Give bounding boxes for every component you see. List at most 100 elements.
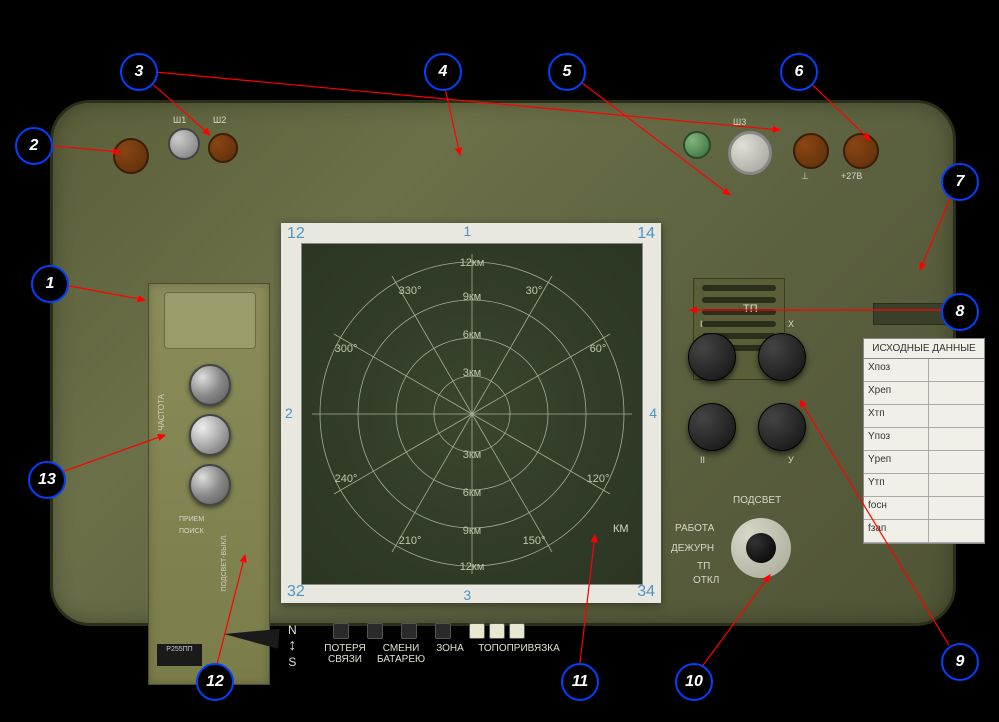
km-label: КМ — [613, 523, 629, 535]
callout-11: 11 — [561, 663, 599, 701]
svg-text:150°: 150° — [523, 535, 546, 547]
27v-label: +27В — [841, 171, 862, 181]
terminal-perp[interactable] — [793, 133, 829, 169]
svg-text:210°: 210° — [399, 535, 422, 547]
svg-text:60°: 60° — [590, 343, 607, 355]
connector-sh2[interactable] — [208, 133, 238, 163]
data-row: Xреп — [864, 382, 984, 405]
svg-text:12км: 12км — [460, 561, 485, 573]
compass-s: S — [288, 655, 297, 669]
data-row-value[interactable] — [929, 428, 985, 450]
data-row-label: fосн — [864, 497, 929, 519]
callout-2: 2 — [15, 127, 53, 165]
freq-knob-mid[interactable] — [189, 414, 231, 456]
indicator-labels: ПОТЕРЯ СВЯЗИ СМЕНИ БАТАРЕЮ ЗОНА ТОПОПРИВ… — [323, 643, 563, 665]
corner-12: 12 — [287, 225, 305, 243]
data-table: ИСХОДНЫЕ ДАННЫЕ XпозXрепXтпYпозYрепYтпfо… — [863, 338, 985, 544]
knob-tp-x[interactable] — [758, 333, 806, 381]
data-row: Xпоз — [864, 359, 984, 382]
edge-1: 1 — [463, 223, 471, 239]
svg-text:3км: 3км — [463, 367, 482, 379]
data-row-value[interactable] — [929, 382, 985, 404]
edge-2: 2 — [285, 405, 293, 421]
callout-8: 8 — [941, 293, 979, 331]
data-row: fзап — [864, 520, 984, 543]
terminal-27v[interactable] — [843, 133, 879, 169]
compass-n: N — [288, 623, 297, 637]
ind-km2 — [489, 623, 505, 639]
mode-dezh: ДЕЖУРН — [671, 543, 714, 554]
knob-tp-2[interactable] — [688, 403, 736, 451]
callout-9: 9 — [941, 643, 979, 681]
freq-label: ЧАСТОТА — [157, 394, 166, 431]
radar-frame: 12 14 32 34 2 4 1 3 — [281, 223, 661, 603]
data-row-value[interactable] — [929, 474, 985, 496]
freq-knob-bot[interactable] — [189, 464, 231, 506]
svg-text:240°: 240° — [335, 473, 358, 485]
svg-text:300°: 300° — [335, 343, 358, 355]
callout-1: 1 — [31, 265, 69, 303]
green-indicator — [683, 131, 711, 159]
mode-rabota: РАБОТА — [675, 523, 714, 534]
mode-otkl: ОТКЛ — [693, 575, 719, 586]
mode-selector-knob[interactable] — [731, 518, 791, 578]
indicator-row — [333, 623, 525, 639]
data-row-value[interactable] — [929, 497, 985, 519]
callout-13: 13 — [28, 461, 66, 499]
ind-km1 — [469, 623, 485, 639]
data-row-value[interactable] — [929, 451, 985, 473]
data-row: Yтп — [864, 474, 984, 497]
tp-label: ТП — [743, 303, 758, 315]
callout-10: 10 — [675, 663, 713, 701]
data-row-value[interactable] — [929, 405, 985, 427]
data-row-label: Yреп — [864, 451, 929, 473]
sh2-label: Ш2 — [213, 115, 226, 125]
device-panel: Ш1 Ш2 Ш3 ⊥ +27В ЧАСТОТА ПРИЕМ ПОИСК ПОДС… — [50, 100, 956, 626]
data-row-label: fзап — [864, 520, 929, 542]
podsvet-label: ПОДСВЕТ-ВЫКЛ. — [221, 534, 228, 592]
tp-Y: У — [788, 455, 794, 465]
svg-text:330°: 330° — [399, 285, 422, 297]
poisk-label: ПОИСК — [179, 528, 204, 535]
knob-tp-1[interactable] — [688, 333, 736, 381]
data-row-label: Xреп — [864, 382, 929, 404]
tp-X: X — [788, 319, 794, 329]
callout-3: 3 — [120, 53, 158, 91]
perp-label: ⊥ — [801, 171, 809, 182]
lbl-loss: ПОТЕРЯ СВЯЗИ — [323, 643, 367, 665]
lbl-zone: ЗОНА — [435, 643, 465, 665]
svg-text:120°: 120° — [587, 473, 610, 485]
ind-batt — [367, 623, 383, 639]
callout-7: 7 — [941, 163, 979, 201]
connector-1[interactable] — [113, 138, 149, 174]
data-row: Xтп — [864, 405, 984, 428]
knob-tp-y[interactable] — [758, 403, 806, 451]
lbl-batt: СМЕНИ БАТАРЕЮ — [377, 643, 425, 665]
svg-text:9км: 9км — [463, 525, 482, 537]
connector-sh1[interactable] — [168, 128, 200, 160]
module-cover[interactable] — [164, 292, 256, 349]
data-row-value[interactable] — [929, 359, 985, 381]
connector-sh3[interactable] — [728, 131, 772, 175]
svg-text:6км: 6км — [463, 487, 482, 499]
tp-I: I — [700, 319, 703, 329]
r255-module: ЧАСТОТА ПРИЕМ ПОИСК ПОДСВЕТ-ВЫКЛ. Р255ПП — [148, 283, 270, 685]
callout-5: 5 — [548, 53, 586, 91]
sh1-label: Ш1 — [173, 115, 186, 125]
ind-loss — [333, 623, 349, 639]
edge-4: 4 — [649, 405, 657, 421]
callout-4: 4 — [424, 53, 462, 91]
data-table-header: ИСХОДНЫЕ ДАННЫЕ — [864, 339, 984, 359]
data-row: Yреп — [864, 451, 984, 474]
lbl-topo: ТОПОПРИВЯЗКА — [475, 643, 563, 665]
data-row-label: Xпоз — [864, 359, 929, 381]
ind-km3 — [509, 623, 525, 639]
data-row-label: Yпоз — [864, 428, 929, 450]
freq-knob-top[interactable] — [189, 364, 231, 406]
svg-text:12км: 12км — [460, 257, 485, 269]
svg-text:30°: 30° — [526, 285, 543, 297]
compass-icon: N ↕ S — [288, 623, 297, 669]
tp-II: II — [700, 455, 705, 465]
data-row-value[interactable] — [929, 520, 985, 542]
data-row-label: Xтп — [864, 405, 929, 427]
